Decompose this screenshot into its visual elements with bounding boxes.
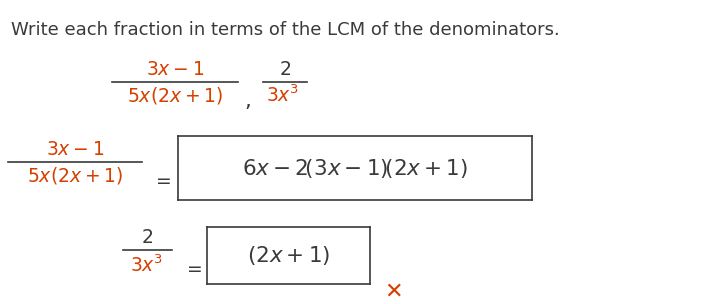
Text: $3x^3$: $3x^3$ xyxy=(266,85,300,106)
Text: $5x(2x + 1)$: $5x(2x + 1)$ xyxy=(27,165,123,186)
Text: ,: , xyxy=(244,91,251,111)
Text: $2$: $2$ xyxy=(279,60,291,79)
Text: $6x - 2\!\left(3x - 1\right)\!\left(2x + 1\right)$: $6x - 2\!\left(3x - 1\right)\!\left(2x +… xyxy=(242,157,468,179)
Text: $=$: $=$ xyxy=(152,170,172,189)
Text: Write each fraction in terms of the LCM of the denominators.: Write each fraction in terms of the LCM … xyxy=(11,21,560,39)
Text: ✕: ✕ xyxy=(384,282,402,302)
Text: $3x - 1$: $3x - 1$ xyxy=(46,140,104,159)
Text: $5x(2x + 1)$: $5x(2x + 1)$ xyxy=(127,85,223,106)
Text: $\left(2x + 1\right)$: $\left(2x + 1\right)$ xyxy=(247,244,330,267)
Text: $3x - 1$: $3x - 1$ xyxy=(146,60,204,79)
Text: $2$: $2$ xyxy=(141,228,153,247)
Text: $3x^3$: $3x^3$ xyxy=(130,254,164,275)
Text: $=$: $=$ xyxy=(183,258,203,277)
